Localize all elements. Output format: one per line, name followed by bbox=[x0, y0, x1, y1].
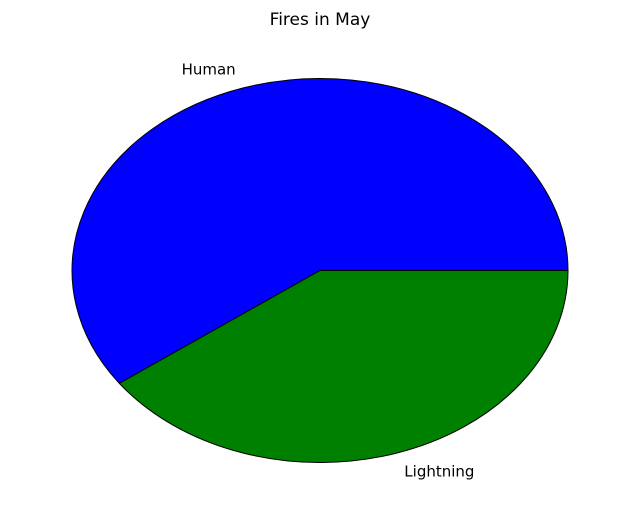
chart-title: Fires in May bbox=[270, 10, 371, 30]
pie-labels: Human Lightning bbox=[182, 61, 475, 481]
pie-slice-human bbox=[71, 77, 569, 384]
pie-label-human: Human bbox=[182, 61, 236, 79]
pie-slice-lightning bbox=[118, 270, 569, 463]
pie-slices bbox=[71, 77, 569, 463]
pie-label-lightning: Lightning bbox=[404, 462, 474, 480]
